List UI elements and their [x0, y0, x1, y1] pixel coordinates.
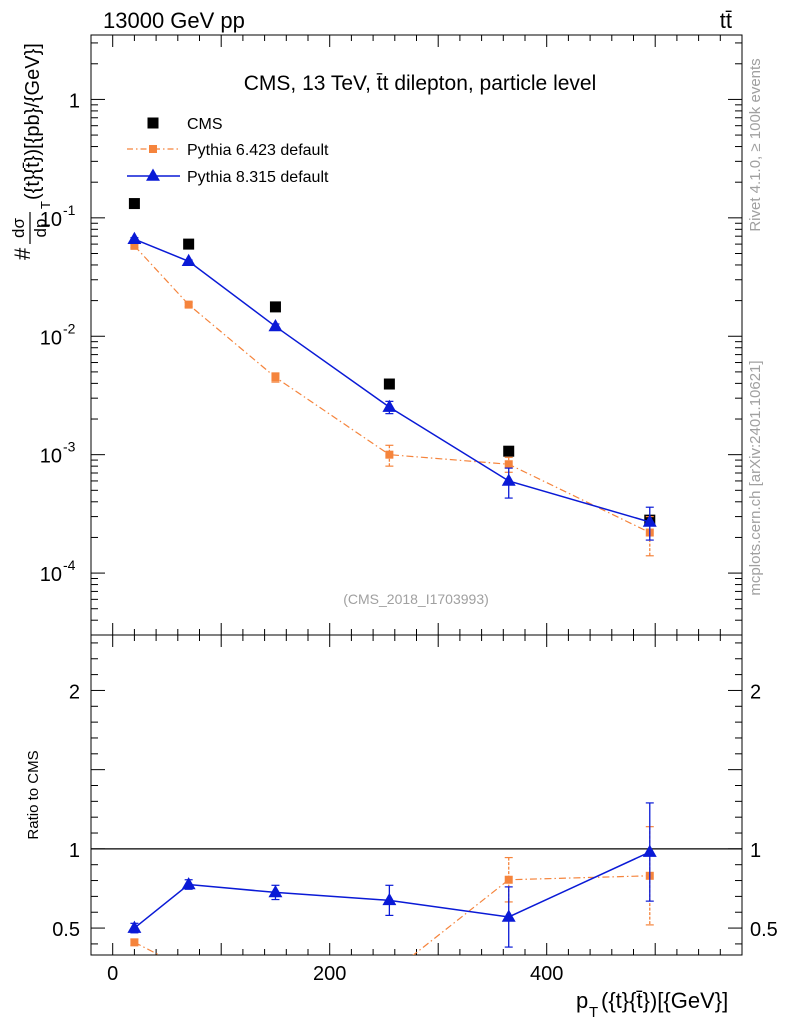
ratio-panel: 0 200 400 0.5 0.5 1 1 2 2 Ratio to CMS	[25, 634, 778, 985]
ratio-point-pythia8	[501, 909, 516, 922]
ratio-tick-label-right: 0.5	[750, 919, 778, 941]
data-point-pythia6	[504, 460, 513, 469]
ratio-point-pythia6	[504, 875, 513, 884]
ratio-tick-label-left: 0.5	[52, 919, 80, 941]
ratio-frame	[90, 634, 743, 956]
ratio-point-pythia6	[271, 968, 279, 976]
legend-marker-cms	[147, 117, 159, 129]
data-point-pythia8	[382, 399, 397, 412]
data-point-cms	[183, 238, 195, 250]
y-label-denominator: dp	[31, 219, 50, 238]
y-tick-exponent: -3	[63, 439, 76, 455]
data-point-pythia6	[385, 450, 394, 459]
ratio-tick-label-right: 2	[750, 681, 761, 703]
y-label-numerator: dσ	[9, 218, 28, 238]
x-tick-label: 0	[107, 963, 118, 985]
data-point-cms	[128, 198, 140, 210]
x-label-rest: ({t}{t̄})[{GeV}]	[601, 988, 728, 1013]
y-tick-label: 1	[69, 90, 80, 112]
ratio-point-pythia6	[185, 966, 193, 974]
data-point-pythia8	[181, 253, 196, 267]
data-point-pythia8	[501, 473, 516, 486]
series-line-p6	[133, 245, 651, 534]
y-tick-label: 10	[40, 564, 62, 586]
x-tick-label: 200	[313, 963, 346, 985]
ratio-tick-label-left: 2	[69, 681, 80, 703]
y-tick-exponent: -2	[63, 320, 76, 336]
header-right: tt̄	[720, 8, 732, 33]
ratio-point-pythia8	[382, 892, 397, 906]
ratio-point-pythia8	[127, 920, 142, 933]
y-label-subscript: T	[38, 201, 53, 209]
y-tick-exponent: -1	[63, 202, 76, 218]
x-label-subscript: T	[589, 1004, 598, 1021]
legend-label-cms: CMS	[187, 116, 223, 133]
legend-label-p6: Pythia 6.423 default	[187, 142, 329, 159]
ratio-axis-label: Ratio to CMS	[25, 750, 42, 839]
y-tick-label: 10	[40, 327, 62, 349]
data-point-pythia6	[184, 300, 193, 309]
ratio-point-pythia8	[268, 884, 283, 898]
y-tick-label: 10	[40, 446, 62, 468]
ratio-point-pythia6	[130, 938, 139, 947]
data-point-pythia8	[642, 514, 657, 527]
data-point-cms	[269, 301, 281, 313]
ratio-tick-label-left: 1	[69, 840, 80, 862]
data-point-cms	[383, 378, 395, 390]
data-point-pythia8	[127, 231, 142, 245]
watermark: (CMS_2018_I1703993)	[343, 591, 489, 607]
side-label-rivet: Rivet 4.1.0, ≥ 100k events	[747, 58, 764, 231]
data-point-pythia6	[130, 241, 139, 250]
data-point-cms	[503, 445, 515, 457]
data-point-pythia6	[271, 373, 280, 382]
ratio-point-pythia8	[181, 877, 196, 890]
legend-label-p8: Pythia 8.315 default	[187, 169, 329, 186]
legend-marker-pythia8	[146, 168, 160, 181]
x-label-main: p	[576, 988, 588, 1013]
y-tick-label: 10	[40, 209, 62, 231]
ratio-point-pythia6	[385, 970, 393, 978]
data-point-pythia8	[268, 319, 283, 332]
x-tick-label: 400	[530, 963, 563, 985]
legend-marker-pythia6	[149, 145, 157, 153]
y-tick-exponent: -4	[63, 557, 76, 573]
legend: CMS Pythia 6.423 default Pythia 8.315 defa…	[127, 116, 329, 186]
y-label-rest: ({t}{t̄})[{pb}/{GeV}]	[22, 43, 44, 200]
x-axis-label: p T ({t}{t̄})[{GeV}]	[576, 988, 728, 1021]
ratio-line-p6	[134, 875, 650, 955]
y-axis-label: # dσ dp T ({t}{t̄})[{pb}/{GeV}]	[9, 43, 53, 260]
series-line-p8	[134, 238, 650, 523]
ratio-point-pythia8	[642, 844, 657, 857]
y-label-prefix: #	[10, 247, 35, 260]
main-panel: 110-110-210-310-4 CMS, 13 TeV, t̄t dilep…	[40, 34, 743, 636]
side-label-mcplots: mcplots.cern.ch [arXiv:2401.10621]	[747, 360, 764, 595]
ratio-line-p8	[133, 851, 651, 929]
ratio-tick-label-right: 1	[750, 840, 761, 862]
chart-title: CMS, 13 TeV, t̄t dilepton, particle leve…	[244, 72, 597, 95]
header-left: 13000 GeV pp	[103, 8, 245, 33]
